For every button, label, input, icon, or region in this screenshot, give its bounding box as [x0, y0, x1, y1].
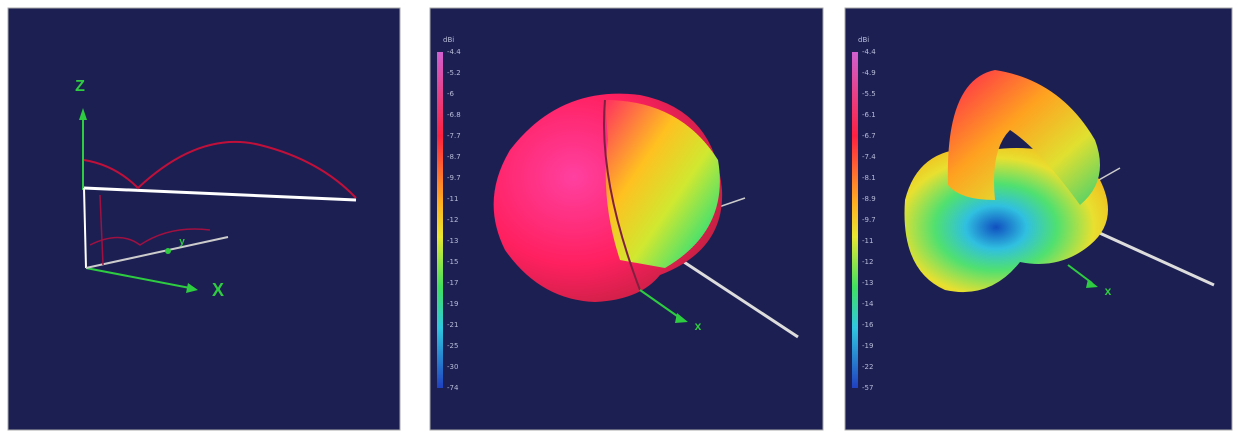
colorbar-label: -12 — [862, 258, 873, 266]
colorbar-label: -22 — [862, 363, 873, 371]
colorbar-label: -5.2 — [447, 69, 461, 77]
colorbar-label: -8.7 — [447, 153, 461, 161]
colorbar-label: -4.4 — [447, 48, 461, 56]
axis-label: x — [695, 319, 702, 333]
colorbar-unit: dBi — [858, 36, 869, 44]
colorbar-label: -7.7 — [447, 132, 461, 140]
axis-label: X — [212, 280, 224, 300]
colorbar-label: -6.1 — [862, 111, 876, 119]
colorbar-label: -4.4 — [862, 48, 876, 56]
colorbar — [852, 52, 858, 388]
screenshot: Z X y x x dBi -4.4 -5.2 -6 -6.8 -7.7 -8.7 -9.7 -… — [0, 0, 1235, 435]
colorbar-unit: dBi — [443, 36, 454, 44]
colorbar-label: -11 — [862, 237, 873, 245]
colorbar-label: -4.9 — [862, 69, 876, 77]
colorbar-label: -25 — [447, 342, 458, 350]
colorbar-label: -8.9 — [862, 195, 876, 203]
colorbar-label: -74 — [447, 384, 459, 392]
colorbar-label: -7.4 — [862, 153, 876, 161]
axis-label: Z — [75, 78, 85, 95]
colorbar-label: -57 — [862, 384, 873, 392]
colorbar-label: -21 — [447, 321, 458, 329]
colorbar-label: -6 — [447, 90, 455, 98]
panel — [8, 8, 400, 430]
colorbar-label: -12 — [447, 216, 458, 224]
colorbar-label: -9.7 — [862, 216, 876, 224]
colorbar-label: -6.8 — [447, 111, 461, 119]
colorbar-label: -30 — [447, 363, 458, 371]
colorbar-label: -8.1 — [862, 174, 876, 182]
colorbar-label: -14 — [862, 300, 874, 308]
colorbar-label: -15 — [447, 258, 458, 266]
colorbar-label: -13 — [447, 237, 458, 245]
colorbar-label: -11 — [447, 195, 458, 203]
page: Z X y x x dBi -4.4 -5.2 -6 -6.8 -7.7 -8.7 -9.7 -… — [0, 0, 1235, 435]
colorbar-label: -6.7 — [862, 132, 876, 140]
axis-label: x — [1105, 284, 1112, 298]
colorbar-label: -9.7 — [447, 174, 461, 182]
colorbar — [437, 52, 443, 388]
axis-label: y — [179, 237, 185, 248]
colorbar-label: -16 — [862, 321, 874, 329]
colorbar-label: -19 — [447, 300, 458, 308]
colorbar-label: -19 — [862, 342, 873, 350]
colorbar-label: -5.5 — [862, 90, 876, 98]
colorbar-label: -13 — [862, 279, 873, 287]
colorbar-label: -17 — [447, 279, 458, 287]
